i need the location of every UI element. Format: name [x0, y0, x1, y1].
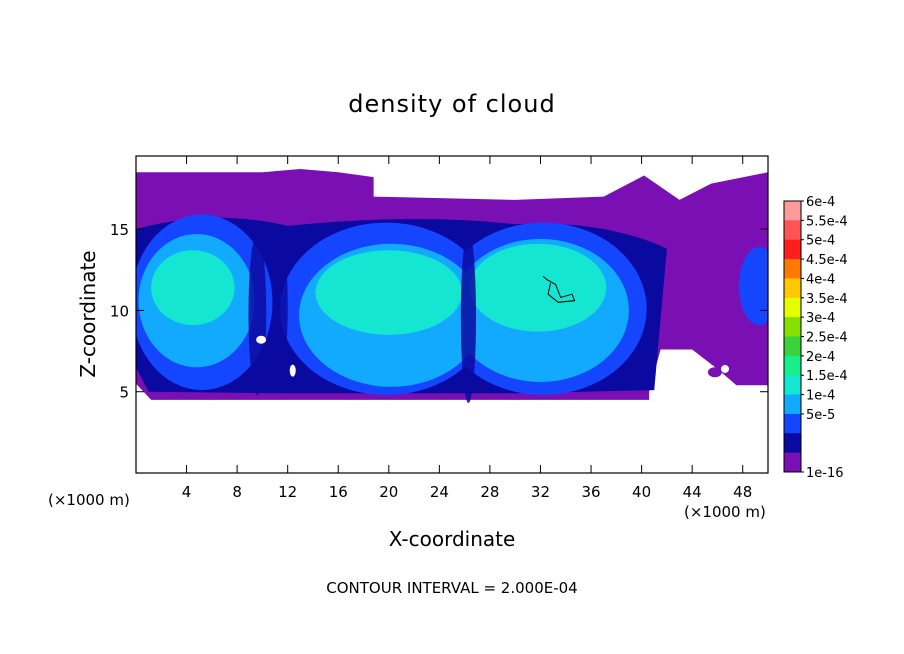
colorbar-label: 3e-4 — [806, 311, 835, 326]
colorbar-label: 1.5e-4 — [806, 369, 848, 384]
x-tick-label: 32 — [531, 483, 550, 501]
x-tick-label: 12 — [278, 483, 297, 501]
chart-title: density of cloud — [348, 90, 555, 118]
colorbar-label: 1e-16 — [806, 466, 844, 481]
colorbar-label: 6e-4 — [806, 195, 835, 210]
colorbar-label: 2e-4 — [806, 350, 835, 365]
x-tick-label: 36 — [581, 483, 600, 501]
cloud-gap — [248, 232, 267, 395]
x-tick-label: 16 — [329, 483, 348, 501]
colorbar-swatch — [784, 336, 801, 357]
colorbar: 6e-4 5.5e-4 5e-4 4.5e-4 4e-4 3.5e-4 3e-4 2.5e-4… — [783, 195, 848, 481]
colorbar-swatch — [784, 452, 801, 473]
cloud-hole — [289, 364, 296, 377]
colorbar-swatch — [784, 413, 801, 434]
colorbar-label: 4e-4 — [806, 272, 835, 287]
cloud-hole — [256, 335, 267, 344]
cloud-hole — [721, 364, 730, 373]
x-tick-label: 40 — [632, 483, 651, 501]
cloud-density-field — [136, 169, 768, 404]
x-tick-label: 28 — [480, 483, 499, 501]
colorbar-label: 5e-4 — [806, 234, 835, 249]
x-unit-right: (×1000 m) — [684, 503, 766, 521]
cloud-patch — [707, 367, 722, 378]
cloud-gap — [272, 232, 288, 382]
colorbar-swatch — [784, 220, 801, 241]
y-axis-title: Z-coordinate — [76, 250, 100, 377]
cloud-cell-edge — [738, 247, 768, 326]
colorbar-swatch — [784, 259, 801, 279]
cloud-high-density-region — [469, 243, 607, 332]
colorbar-label: 5e-5 — [806, 408, 835, 423]
colorbar-swatch — [784, 394, 801, 415]
colorbar-swatch — [784, 317, 801, 337]
x-tick-label: 44 — [683, 483, 702, 501]
colorbar-label: 1e-4 — [806, 389, 835, 404]
y-tick-label: 10 — [110, 302, 129, 320]
colorbar-swatch — [784, 375, 801, 396]
x-axis: 4 8 12 16 20 24 28 32 36 40 44 48 — [182, 156, 752, 501]
cloud-gap — [460, 230, 477, 404]
colorbar-swatch — [784, 201, 801, 221]
cloud-patch — [682, 197, 697, 206]
colorbar-swatch — [784, 355, 801, 376]
plot-frame — [135, 155, 769, 474]
contour-interval-note: CONTOUR INTERVAL = 2.000E-04 — [326, 579, 577, 597]
x-axis-title: X-coordinate — [389, 527, 516, 551]
y-tick-label: 5 — [119, 384, 129, 402]
colorbar-swatch — [784, 278, 801, 299]
cloud-high-density-region — [151, 250, 235, 326]
cloud-hole — [660, 356, 679, 369]
x-tick-label: 24 — [430, 483, 449, 501]
contour-layer — [542, 275, 576, 303]
colorbar-swatch — [784, 433, 801, 454]
x-tick-label: 4 — [182, 483, 192, 501]
colorbar-label: 3.5e-4 — [806, 292, 848, 307]
colorbar-label: 2.5e-4 — [806, 331, 848, 346]
colorbar-swatch — [784, 297, 801, 318]
y-axis: 5 10 15 — [110, 221, 768, 402]
y-tick-label: 15 — [110, 221, 129, 239]
x-tick-label: 8 — [232, 483, 242, 501]
x-tick-label: 20 — [379, 483, 398, 501]
colorbar-label: 5.5e-4 — [806, 214, 848, 229]
colorbar-label: 4.5e-4 — [806, 253, 848, 268]
colorbar-swatch — [784, 239, 801, 260]
contour-line-2e-4 — [542, 275, 576, 303]
x-unit-left: (×1000 m) — [48, 491, 130, 509]
cloud-high-density-region — [315, 250, 463, 335]
x-tick-label: 48 — [733, 483, 752, 501]
